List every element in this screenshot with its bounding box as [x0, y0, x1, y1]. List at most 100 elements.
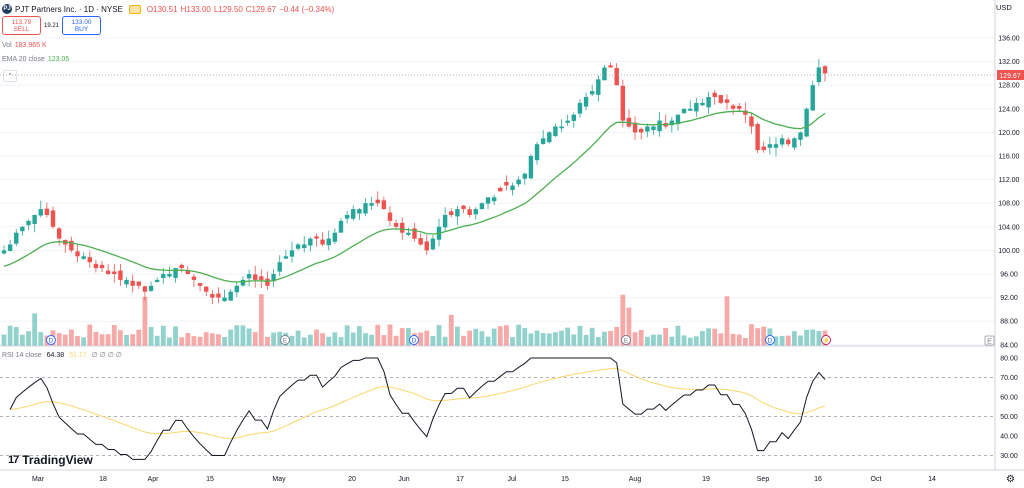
gear-icon[interactable]: ⚙ [1006, 474, 1015, 485]
ohlc-close: C129.67 [245, 4, 277, 14]
volume-bar [105, 334, 111, 346]
volume-bar [277, 331, 283, 346]
volume-bar [571, 334, 577, 346]
volume-bar [363, 333, 368, 346]
candle-body [375, 199, 380, 204]
tradingview-logo[interactable]: 17 TradingView [8, 453, 93, 467]
price-tick-label: 96.00 [1000, 272, 1018, 279]
candle-body [620, 85, 626, 121]
volume-bar [19, 334, 25, 346]
candle-body [161, 274, 166, 278]
candle-body [326, 238, 331, 246]
symbol-title[interactable]: PJT Partners Inc. · 1D · NYSE [15, 4, 123, 14]
volume-bar [399, 328, 405, 346]
event-marker[interactable] [46, 335, 56, 345]
candle-body [822, 66, 828, 74]
rsi-legend[interactable]: RSI 14 close 64.38 51.17 ∅ ∅ ∅ ∅ [2, 351, 122, 359]
candle-body [179, 264, 184, 269]
buy-button[interactable]: 133.00 BUY [62, 16, 102, 35]
volume-bar [473, 328, 479, 346]
collapse-legend-button[interactable]: ⌃ [3, 70, 17, 82]
rsi-tick-label: 70.00 [1000, 375, 1018, 382]
volume-legend[interactable]: Vol 183.965 K [2, 42, 47, 49]
candle-body [688, 108, 693, 111]
symbol-legend: PJ PJT Partners Inc. · 1D · NYSE O130.51… [2, 2, 337, 16]
sell-price: 113.79 [11, 18, 32, 26]
volume-bar [124, 334, 129, 346]
market-status-icon[interactable] [128, 4, 141, 14]
candle-body [197, 283, 203, 286]
price-tick-label: 100.00 [998, 248, 1020, 255]
candle-body [473, 209, 478, 215]
volume-bar [56, 333, 62, 346]
volume-bar [350, 332, 356, 346]
ema-line [3, 110, 826, 283]
volume-bar [528, 333, 534, 346]
volume-bar [632, 332, 638, 346]
volume-bar [773, 336, 779, 346]
candle-body [412, 228, 417, 239]
candle-body [369, 203, 374, 206]
earnings-axis-marker[interactable] [984, 335, 995, 346]
time-label: 18 [99, 476, 107, 483]
candle-body [675, 114, 681, 125]
candle-body [467, 209, 472, 215]
volume-bar [418, 332, 424, 346]
candle-body [271, 274, 276, 282]
candle-body [430, 238, 436, 250]
time-label: 20 [348, 476, 356, 483]
candle-body [381, 200, 387, 210]
candle-body [669, 120, 675, 126]
currency-label[interactable]: USD [996, 3, 1012, 12]
volume-bar [810, 329, 816, 346]
event-marker[interactable] [280, 335, 290, 345]
price-tick-label: 120.00 [998, 130, 1020, 137]
candle-body [387, 212, 393, 221]
tradingview-mark-icon: 17 [8, 454, 19, 466]
volume-bar [755, 328, 761, 346]
price-tick-label: 92.00 [1000, 295, 1018, 302]
candle-body [351, 209, 356, 219]
ohlc-open: O130.51 [146, 4, 178, 14]
volume-bar [522, 328, 528, 346]
volume-bar [540, 333, 546, 346]
volume-bar [675, 325, 681, 346]
volume-bar [669, 336, 675, 346]
candle-body [289, 250, 295, 257]
price-tick-label: 124.00 [998, 106, 1020, 113]
candle-body [749, 116, 754, 127]
event-marker-label: E [624, 338, 629, 345]
volume-bar [644, 336, 650, 346]
volume-value: 183.965 K [14, 42, 47, 49]
event-marker[interactable] [765, 335, 775, 345]
volume-bar [724, 296, 730, 346]
candle-body [308, 238, 313, 246]
volume-bar [185, 333, 191, 346]
candle-body [743, 110, 748, 115]
candle-body [253, 274, 258, 280]
sell-button[interactable]: 113.79 SELL [2, 16, 41, 35]
event-marker[interactable] [621, 335, 631, 345]
candle-body [718, 95, 724, 103]
volume-bar [75, 336, 80, 346]
candle-body [99, 264, 105, 269]
candle-body [700, 102, 705, 106]
candle-body [124, 279, 129, 285]
candle-body [320, 239, 325, 245]
event-marker-label: E [283, 338, 288, 345]
candle-body [295, 244, 301, 249]
volume-bar [816, 330, 822, 346]
volume-bar [118, 330, 123, 346]
volume-bar [657, 334, 662, 346]
event-marker[interactable] [409, 335, 419, 345]
price-tick-label: 88.00 [1000, 319, 1018, 326]
candle-body [632, 122, 638, 133]
volume-bar [534, 330, 540, 346]
volume-bar [301, 337, 307, 346]
rsi-tick-label: 60.00 [1000, 395, 1018, 402]
event-marker[interactable] [821, 335, 831, 345]
volume-bar [99, 334, 105, 346]
time-label: 15 [206, 476, 214, 483]
ema-legend[interactable]: EMA 20 close 123.05 [2, 56, 69, 63]
